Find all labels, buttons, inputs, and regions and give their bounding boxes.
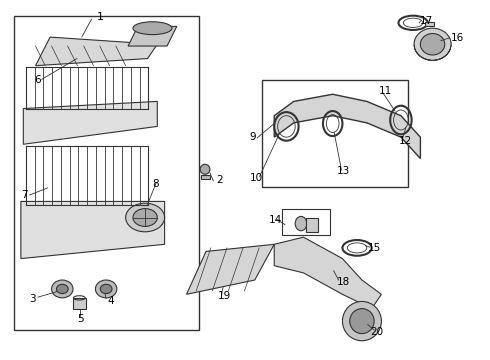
Polygon shape xyxy=(274,237,381,309)
Text: 9: 9 xyxy=(250,132,256,142)
Text: 19: 19 xyxy=(218,291,231,301)
Bar xyxy=(201,175,210,179)
Text: 4: 4 xyxy=(108,296,114,306)
Polygon shape xyxy=(21,202,165,258)
Text: 2: 2 xyxy=(216,175,222,185)
Text: 13: 13 xyxy=(337,166,350,176)
Text: 20: 20 xyxy=(371,327,384,337)
Ellipse shape xyxy=(125,203,165,232)
Text: 5: 5 xyxy=(77,314,83,324)
Text: 17: 17 xyxy=(419,16,433,26)
Text: 1: 1 xyxy=(97,13,103,22)
Text: 15: 15 xyxy=(368,243,381,253)
Text: 6: 6 xyxy=(34,75,41,85)
Bar xyxy=(262,80,408,187)
Ellipse shape xyxy=(343,301,381,341)
Text: 16: 16 xyxy=(451,33,464,43)
Ellipse shape xyxy=(414,28,451,60)
Text: 10: 10 xyxy=(250,173,263,183)
Text: 18: 18 xyxy=(337,277,350,287)
Bar xyxy=(425,22,434,26)
Text: 11: 11 xyxy=(379,86,392,96)
Text: 12: 12 xyxy=(398,136,412,147)
Text: 8: 8 xyxy=(152,179,159,189)
Ellipse shape xyxy=(200,164,210,174)
Ellipse shape xyxy=(96,280,117,298)
Polygon shape xyxy=(274,94,420,158)
Polygon shape xyxy=(24,102,157,144)
Ellipse shape xyxy=(100,284,112,294)
Bar xyxy=(14,16,199,330)
Text: 14: 14 xyxy=(269,215,282,225)
Ellipse shape xyxy=(133,22,172,35)
Text: 3: 3 xyxy=(30,294,36,303)
Polygon shape xyxy=(128,26,177,46)
Ellipse shape xyxy=(51,280,73,298)
Bar xyxy=(74,298,86,309)
Ellipse shape xyxy=(420,33,445,55)
Ellipse shape xyxy=(350,309,374,334)
Polygon shape xyxy=(187,244,274,294)
Polygon shape xyxy=(35,37,157,66)
Ellipse shape xyxy=(56,284,68,294)
Bar xyxy=(306,217,318,232)
Text: 7: 7 xyxy=(21,190,27,200)
Ellipse shape xyxy=(295,216,307,231)
Bar xyxy=(282,208,330,235)
Ellipse shape xyxy=(133,208,157,226)
